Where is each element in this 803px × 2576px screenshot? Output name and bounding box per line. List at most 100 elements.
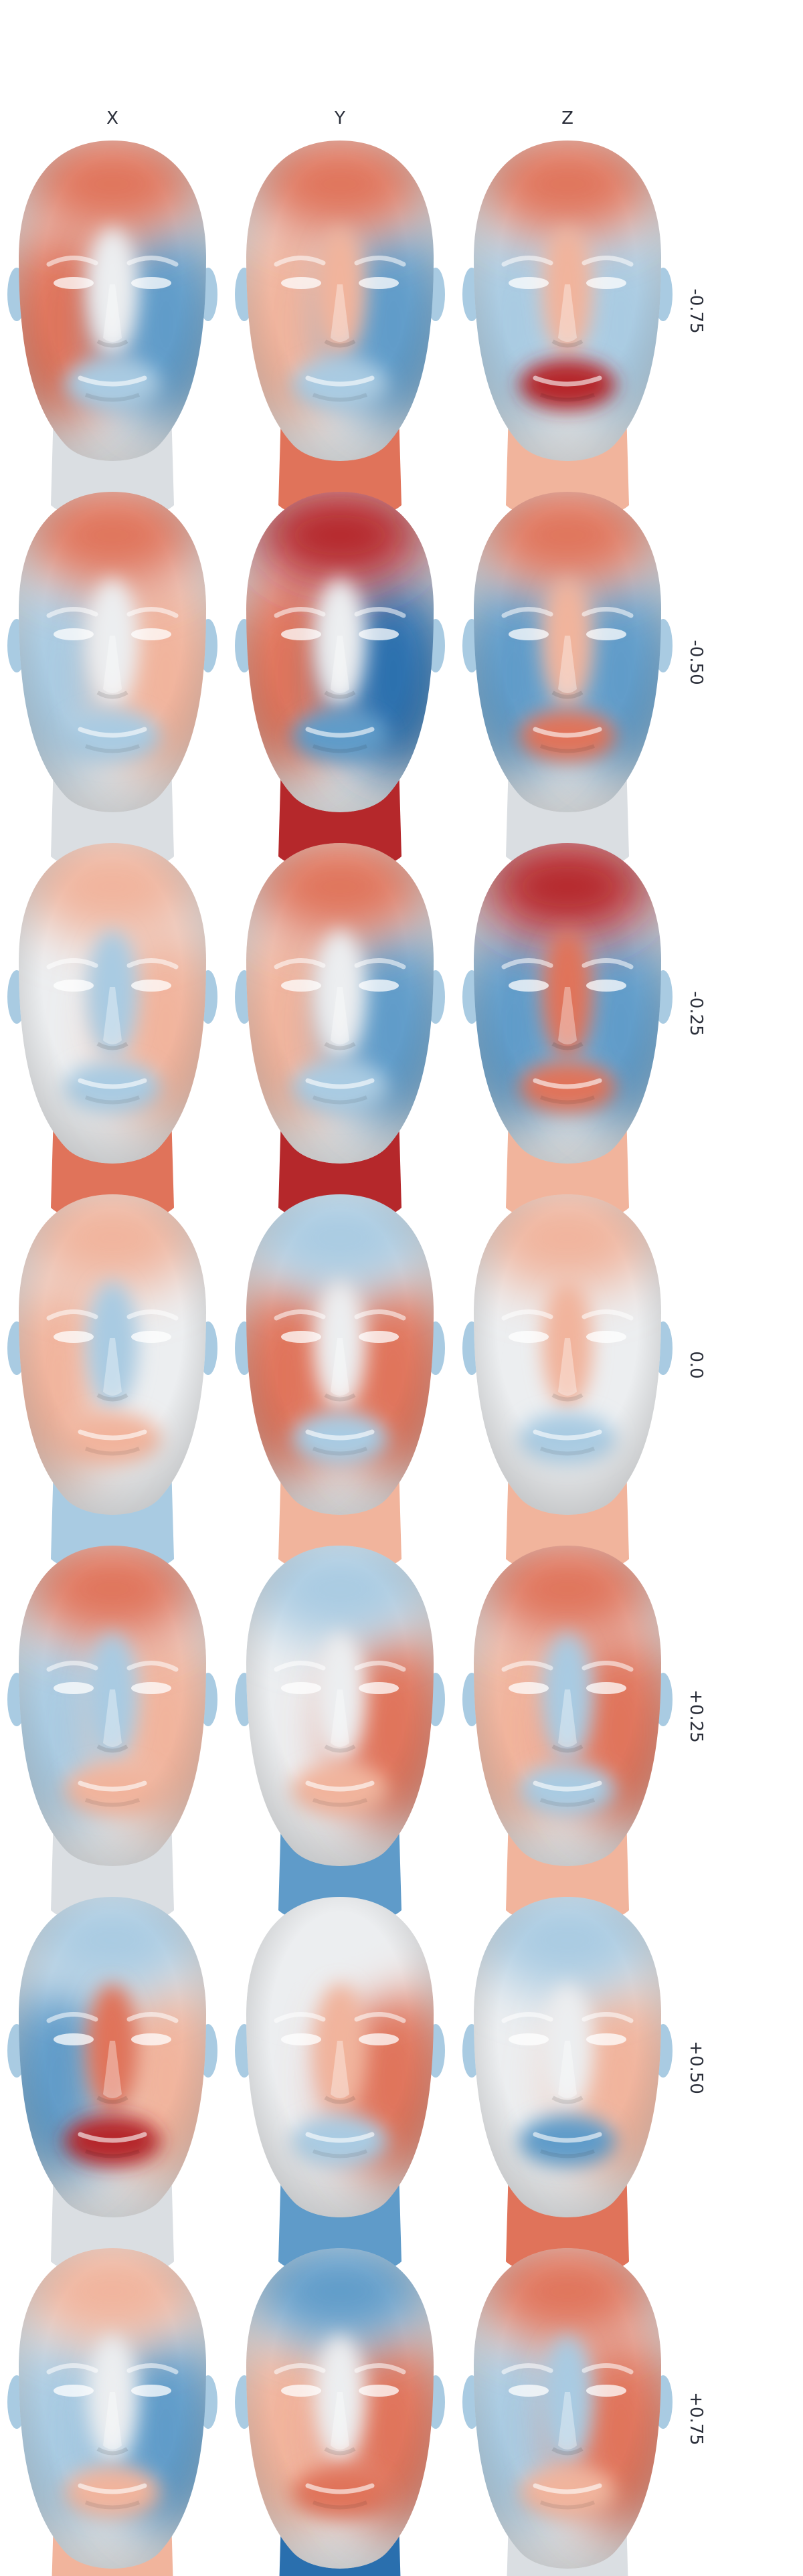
mouth <box>305 2132 375 2143</box>
right-eye <box>359 980 399 992</box>
right-eye <box>586 2385 626 2397</box>
face-render-r4-c2 <box>462 1546 673 1926</box>
left-eye <box>509 1331 549 1343</box>
nose <box>331 1338 349 1396</box>
nose <box>103 1338 122 1396</box>
head <box>19 843 206 1164</box>
nose <box>331 1689 349 1747</box>
right-eye <box>131 628 171 640</box>
mouth <box>78 375 147 387</box>
face-render-r6-c0 <box>7 2248 217 2576</box>
nose <box>331 284 349 342</box>
head <box>246 492 434 812</box>
left-eye <box>509 628 549 640</box>
nose <box>558 987 577 1044</box>
face-render-r1-c2 <box>462 492 673 872</box>
left-eye <box>509 2033 549 2045</box>
mouth <box>533 1429 602 1441</box>
nose <box>103 284 122 342</box>
left-eye <box>281 980 321 992</box>
nose <box>331 987 349 1044</box>
right-eye <box>586 1331 626 1343</box>
face-render-r6-c1 <box>235 2248 445 2576</box>
mouth <box>533 1780 602 1792</box>
face-render-r3-c2 <box>462 1194 673 1574</box>
mouth <box>78 1780 147 1792</box>
nose <box>558 1338 577 1396</box>
mouth <box>78 1078 147 1089</box>
head <box>474 492 661 812</box>
left-eye <box>509 980 549 992</box>
mouth <box>533 727 602 738</box>
face-render-r1-c0 <box>7 492 217 872</box>
nose <box>558 284 577 342</box>
left-eye <box>54 1331 94 1343</box>
head <box>474 1897 661 2217</box>
face-render-r3-c0 <box>7 1194 217 1574</box>
head <box>474 843 661 1164</box>
right-eye <box>131 2385 171 2397</box>
face-render-r4-c0 <box>7 1546 217 1926</box>
mouth <box>78 2483 147 2494</box>
left-eye <box>509 2385 549 2397</box>
face-render-r0-c0 <box>7 141 217 521</box>
head <box>19 492 206 812</box>
mouth <box>305 375 375 387</box>
left-eye <box>509 1682 549 1694</box>
head <box>474 2248 661 2569</box>
face-render-r3-c1 <box>235 1194 445 1574</box>
left-eye <box>281 2385 321 2397</box>
face-render-r0-c2 <box>462 141 673 521</box>
head <box>246 1194 434 1515</box>
head <box>19 141 206 461</box>
nose <box>331 636 349 693</box>
right-eye <box>131 277 171 289</box>
mouth <box>305 1429 375 1441</box>
head <box>19 2248 206 2569</box>
mouth <box>533 375 602 387</box>
right-eye <box>586 1682 626 1694</box>
right-eye <box>131 980 171 992</box>
head <box>474 1194 661 1515</box>
head <box>246 141 434 461</box>
mouth <box>533 1078 602 1089</box>
head <box>19 1546 206 1866</box>
head <box>19 1897 206 2217</box>
head <box>246 2248 434 2569</box>
head <box>474 1546 661 1866</box>
nose <box>103 2041 122 2098</box>
nose <box>331 2041 349 2098</box>
right-eye <box>359 628 399 640</box>
face-render-r5-c1 <box>235 1897 445 2277</box>
head <box>246 1897 434 2217</box>
face-render-r0-c1 <box>235 141 445 521</box>
face-render-r6-c2 <box>462 2248 673 2576</box>
nose <box>331 2392 349 2450</box>
mouth <box>78 2132 147 2143</box>
nose <box>103 2392 122 2450</box>
right-eye <box>359 1331 399 1343</box>
left-eye <box>54 2385 94 2397</box>
left-eye <box>281 2033 321 2045</box>
right-eye <box>586 628 626 640</box>
head <box>246 1546 434 1866</box>
head <box>246 843 434 1164</box>
left-eye <box>54 2033 94 2045</box>
head <box>19 1194 206 1515</box>
mouth <box>305 1078 375 1089</box>
mouth <box>305 1780 375 1792</box>
mouth <box>78 727 147 738</box>
right-eye <box>359 277 399 289</box>
face-render-r5-c0 <box>7 1897 217 2277</box>
nose <box>103 636 122 693</box>
right-eye <box>586 277 626 289</box>
nose <box>103 1689 122 1747</box>
left-eye <box>54 277 94 289</box>
left-eye <box>281 277 321 289</box>
nose <box>558 1689 577 1747</box>
nose <box>558 636 577 693</box>
right-eye <box>359 1682 399 1694</box>
right-eye <box>131 1682 171 1694</box>
right-eye <box>359 2033 399 2045</box>
right-eye <box>586 2033 626 2045</box>
